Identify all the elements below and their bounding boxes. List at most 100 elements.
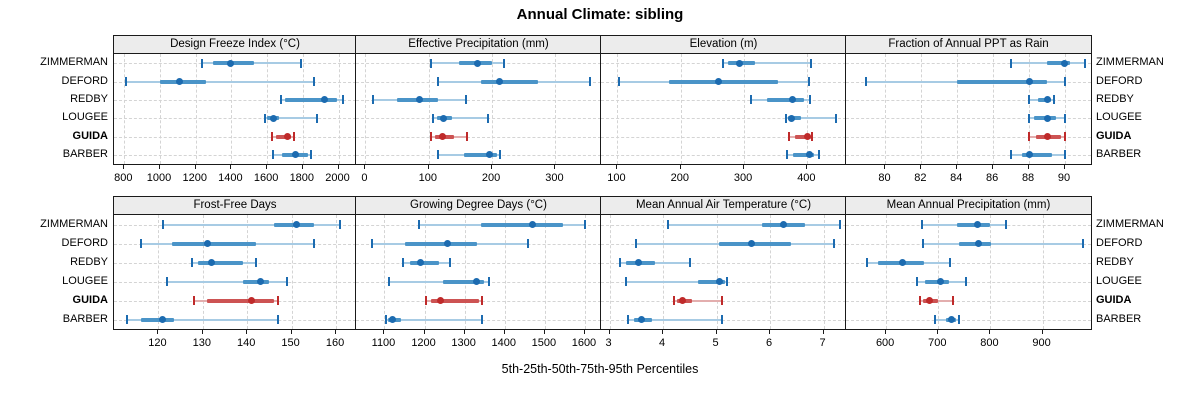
median-dot [248, 297, 256, 304]
gridline-vertical [885, 54, 887, 164]
gridline-vertical [124, 54, 126, 164]
cap-95th [1083, 58, 1086, 68]
median-dot [803, 133, 811, 140]
axis-tick [427, 164, 429, 169]
cap-95th [1063, 77, 1066, 86]
gridline-vertical [428, 54, 430, 164]
gridline-vertical [663, 215, 665, 329]
band-25-75 [481, 79, 538, 84]
band-25-75 [697, 279, 725, 284]
axis-tick-label: 82 [914, 172, 927, 184]
axis-tick-label: 90 [1057, 172, 1071, 184]
cap-95th [277, 315, 280, 324]
cap-95th [949, 258, 952, 267]
gridline-vertical [365, 54, 367, 164]
median-dot [926, 297, 934, 304]
cap-95th [480, 296, 483, 305]
cap-5th [619, 258, 622, 267]
whisker-5-95 [167, 280, 288, 283]
band-25-75 [409, 260, 439, 265]
axis-tick [989, 329, 991, 334]
axis-tick-label: 80 [878, 172, 891, 184]
cap-95th [1082, 239, 1085, 248]
gridline-vertical [424, 215, 426, 329]
band-25-75 [430, 298, 479, 303]
panel-header-mean-annual-air-temperature-c: Mean Annual Air Temperature (°C) [600, 196, 847, 215]
gridline-vertical [195, 54, 197, 164]
median-dot [747, 240, 755, 247]
whisker-5-95 [722, 62, 811, 65]
axis-tick [201, 329, 203, 334]
gridline-horizontal [846, 136, 1091, 138]
cap-5th [750, 95, 753, 105]
cap-5th [1028, 132, 1031, 141]
cap-5th [1010, 58, 1013, 68]
gridline-vertical [555, 54, 557, 164]
band-25-75 [404, 241, 477, 246]
cap-5th [417, 220, 420, 229]
gridline-vertical [302, 54, 304, 164]
whisker-5-95 [922, 242, 1084, 245]
cap-5th [788, 132, 791, 141]
axis-tick-label: 140 [237, 337, 256, 349]
gridline-horizontal [114, 118, 356, 120]
cap-5th [437, 150, 440, 160]
axis-tick [885, 329, 887, 334]
cap-5th [618, 77, 621, 86]
station-label-left-lougee: LOUGEE [62, 274, 108, 287]
station-label-right-zimmerman: ZIMMERMAN [1096, 217, 1164, 230]
median-dot [227, 59, 235, 67]
station-label-left-barber: BARBER [62, 147, 108, 160]
station-label-left-redby: REDBY [70, 255, 108, 268]
station-label-right-deford: DEFORD [1096, 74, 1143, 87]
band-25-75 [171, 241, 257, 246]
axis-tick-label: 1200 [182, 172, 207, 184]
station-label-left-lougee: LOUGEE [62, 111, 108, 124]
median-dot [444, 240, 452, 247]
axis-tick [743, 164, 745, 169]
band-25-75 [276, 134, 292, 139]
cap-95th [588, 77, 591, 86]
gridline-vertical [1042, 215, 1044, 329]
median-dot [638, 316, 646, 323]
gridline-vertical [338, 54, 340, 164]
station-label-left-zimmerman: ZIMMERMAN [40, 217, 108, 230]
axis-tick [335, 329, 337, 334]
band-25-75 [957, 79, 1048, 84]
median-dot [715, 278, 723, 285]
axis-tick-label: 120 [148, 337, 167, 349]
axis-tick [822, 329, 824, 334]
axis-tick-label: 3 [605, 337, 612, 349]
cap-5th [437, 77, 440, 86]
gridline-vertical [716, 215, 718, 329]
gridline-vertical [993, 54, 995, 164]
cap-95th [834, 113, 837, 123]
gridline-horizontal [601, 262, 846, 264]
gridline-vertical [504, 215, 506, 329]
axis-tick [463, 329, 465, 334]
axis-tick-label: 0 [361, 172, 368, 184]
cap-5th [372, 95, 375, 105]
median-dot [416, 96, 424, 104]
axis-tick [543, 329, 545, 334]
gridline-horizontal [846, 281, 1091, 283]
panel-plot-growing-degree-days-c [355, 214, 602, 330]
cap-95th [726, 277, 729, 286]
axis-tick [662, 329, 664, 334]
axis-tick [616, 164, 618, 169]
median-dot [974, 240, 982, 247]
gridline-horizontal [601, 154, 846, 156]
median-dot [806, 151, 814, 159]
gridline-vertical [202, 215, 204, 329]
station-label-right-zimmerman: ZIMMERMAN [1096, 56, 1164, 69]
cap-5th [921, 239, 924, 248]
median-dot [439, 133, 447, 140]
cap-95th [487, 277, 490, 286]
axis-tick [159, 164, 161, 169]
cap-95th [339, 220, 342, 229]
cap-95th [1005, 220, 1008, 229]
gridline-vertical [886, 215, 888, 329]
gridline-vertical [680, 54, 682, 164]
cap-5th [920, 220, 923, 229]
panel-header-effective-precipitation-mm: Effective Precipitation (mm) [355, 35, 602, 54]
